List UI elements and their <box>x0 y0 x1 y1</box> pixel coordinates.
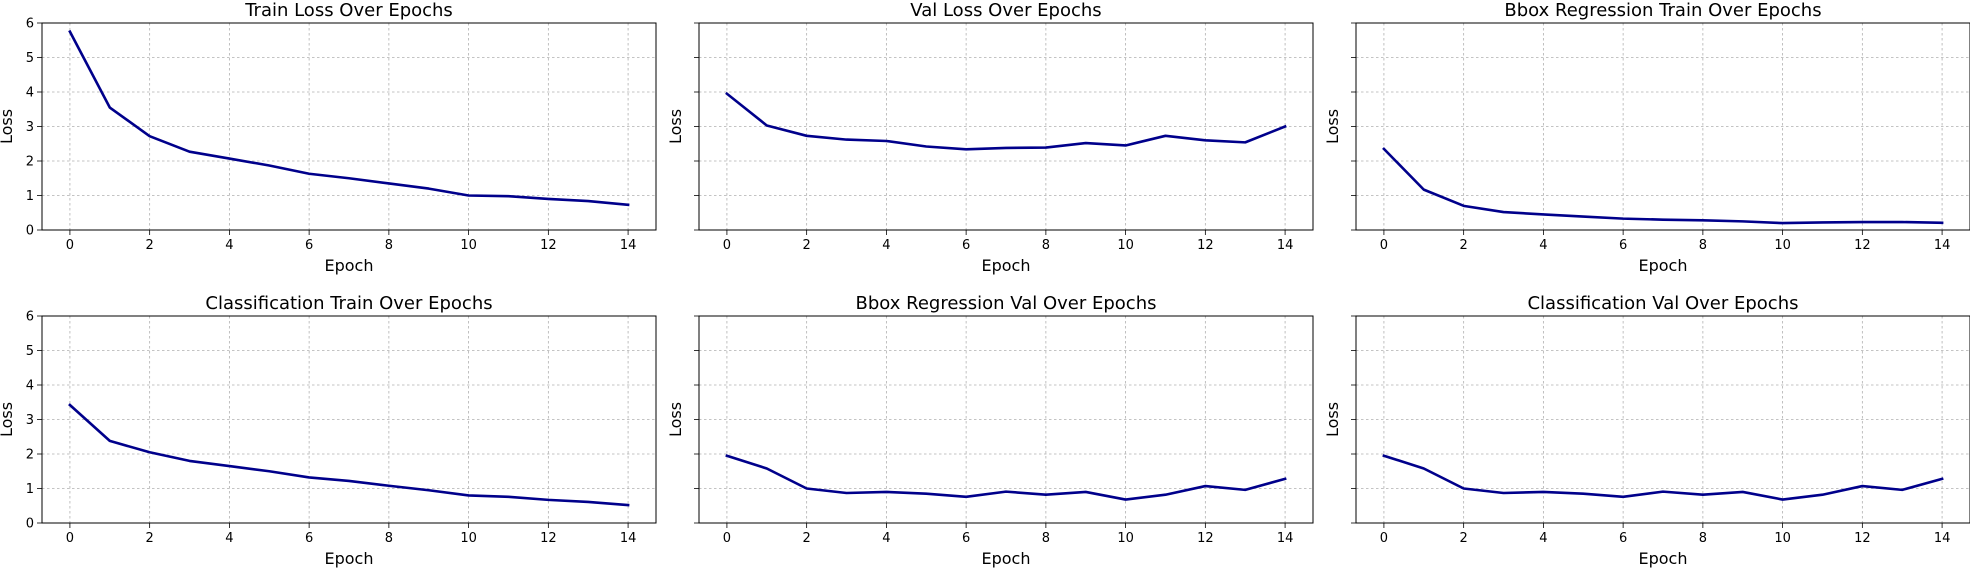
x-tick-label: 4 <box>882 238 890 253</box>
x-tick-label: 12 <box>1197 238 1214 253</box>
x-tick-label: 4 <box>225 531 233 546</box>
x-tick-label: 2 <box>1460 531 1468 546</box>
x-tick-label: 2 <box>146 531 154 546</box>
chart-title: Bbox Regression Train Over Epochs <box>1504 0 1821 21</box>
chart-title: Bbox Regression Val Over Epochs <box>856 293 1157 314</box>
x-tick-label: 14 <box>620 238 637 253</box>
loss-series-line <box>725 454 1287 501</box>
plot-frame <box>41 315 657 524</box>
chart-panel-3: 0 2 4 6 8 10 12 14 Bbox Regression Train Over Ep… <box>1323 0 1970 275</box>
x-tick-label: 8 <box>1042 238 1050 253</box>
y-tick-label: 4 <box>26 86 34 101</box>
y-axis-label: Loss <box>1323 402 1342 437</box>
x-tick-label: 4 <box>225 238 233 253</box>
y-axis-label: Loss <box>0 402 16 437</box>
chart-panel-6: 0 2 4 6 8 10 12 14 Classification Val Over Epoch… <box>1323 293 1970 568</box>
x-tick-label: 2 <box>1460 238 1468 253</box>
y-axis-label: Loss <box>1323 109 1342 144</box>
x-tick-label: 0 <box>1380 238 1388 253</box>
x-tick-label: 12 <box>1197 531 1214 546</box>
plot-frame <box>698 315 1314 524</box>
y-tick-label: 2 <box>26 155 34 170</box>
x-axis-label: Epoch <box>982 256 1031 275</box>
loss-series-line <box>725 91 1287 151</box>
x-tick-label: 6 <box>1619 238 1627 253</box>
y-axis-label: Loss <box>666 402 685 437</box>
x-tick-label: 6 <box>962 531 970 546</box>
x-tick-label: 4 <box>882 531 890 546</box>
x-tick-label: 0 <box>66 238 74 253</box>
y-tick-label: 5 <box>26 51 34 66</box>
y-tick-label: 6 <box>26 310 34 325</box>
x-tick-label: 10 <box>1774 238 1791 253</box>
plot-frame <box>698 22 1314 231</box>
x-tick-label: 0 <box>723 531 731 546</box>
plot-frame <box>1355 22 1970 231</box>
x-axis-label: Epoch <box>1639 549 1688 568</box>
plot-frame <box>1355 315 1970 524</box>
x-tick-label: 6 <box>962 238 970 253</box>
x-tick-label: 6 <box>305 531 313 546</box>
x-tick-label: 8 <box>1042 531 1050 546</box>
y-tick-label: 2 <box>26 448 34 463</box>
x-tick-label: 4 <box>1539 531 1547 546</box>
y-tick-label: 3 <box>26 120 34 135</box>
loss-series-line <box>68 403 630 507</box>
y-axis-label: Loss <box>0 109 16 144</box>
x-tick-label: 0 <box>1380 531 1388 546</box>
x-tick-label: 2 <box>803 531 811 546</box>
x-tick-label: 12 <box>540 238 557 253</box>
x-tick-label: 12 <box>540 531 557 546</box>
x-tick-label: 2 <box>146 238 154 253</box>
x-tick-label: 14 <box>1934 531 1951 546</box>
x-tick-label: 14 <box>1277 238 1294 253</box>
y-tick-label: 5 <box>26 344 34 359</box>
x-tick-label: 12 <box>1854 531 1871 546</box>
x-tick-label: 10 <box>1117 238 1134 253</box>
x-tick-label: 14 <box>620 531 637 546</box>
chart-panel-5: 0 2 4 6 8 10 12 14 Bbox Regression Val Over Epoc… <box>666 293 1314 568</box>
chart-title: Train Loss Over Epochs <box>244 0 453 21</box>
chart-panel-2: 0 2 4 6 8 10 12 14 Val Loss Over Epochs Epoch Loss <box>666 0 1314 275</box>
x-tick-label: 14 <box>1277 531 1294 546</box>
x-tick-label: 6 <box>305 238 313 253</box>
loss-series-line <box>1382 147 1944 225</box>
chart-title: Classification Val Over Epochs <box>1527 293 1798 314</box>
x-tick-label: 8 <box>385 531 393 546</box>
x-axis-label: Epoch <box>982 549 1031 568</box>
chart-title: Classification Train Over Epochs <box>205 293 492 314</box>
x-tick-label: 8 <box>1699 238 1707 253</box>
y-tick-label: 1 <box>26 482 34 497</box>
x-tick-label: 8 <box>385 238 393 253</box>
x-tick-label: 0 <box>66 531 74 546</box>
x-tick-label: 2 <box>803 238 811 253</box>
x-axis-label: Epoch <box>325 549 374 568</box>
x-tick-label: 14 <box>1934 238 1951 253</box>
x-tick-label: 10 <box>1117 531 1134 546</box>
x-tick-label: 4 <box>1539 238 1547 253</box>
chart-title: Val Loss Over Epochs <box>910 0 1101 21</box>
x-tick-label: 10 <box>1774 531 1791 546</box>
y-axis-label: Loss <box>666 109 685 144</box>
plot-frame <box>41 22 657 231</box>
x-tick-label: 8 <box>1699 531 1707 546</box>
y-tick-label: 1 <box>26 189 34 204</box>
y-tick-label: 4 <box>26 379 34 394</box>
x-tick-label: 0 <box>723 238 731 253</box>
x-tick-label: 10 <box>460 238 477 253</box>
loss-series-line <box>68 29 630 207</box>
x-axis-label: Epoch <box>1639 256 1688 275</box>
x-tick-label: 10 <box>460 531 477 546</box>
y-tick-label: 0 <box>26 517 34 532</box>
y-tick-label: 6 <box>26 17 34 32</box>
y-tick-label: 3 <box>26 413 34 428</box>
x-axis-label: Epoch <box>325 256 374 275</box>
loss-series-line <box>1382 454 1944 501</box>
x-tick-label: 6 <box>1619 531 1627 546</box>
x-tick-label: 12 <box>1854 238 1871 253</box>
y-tick-label: 0 <box>26 224 34 239</box>
